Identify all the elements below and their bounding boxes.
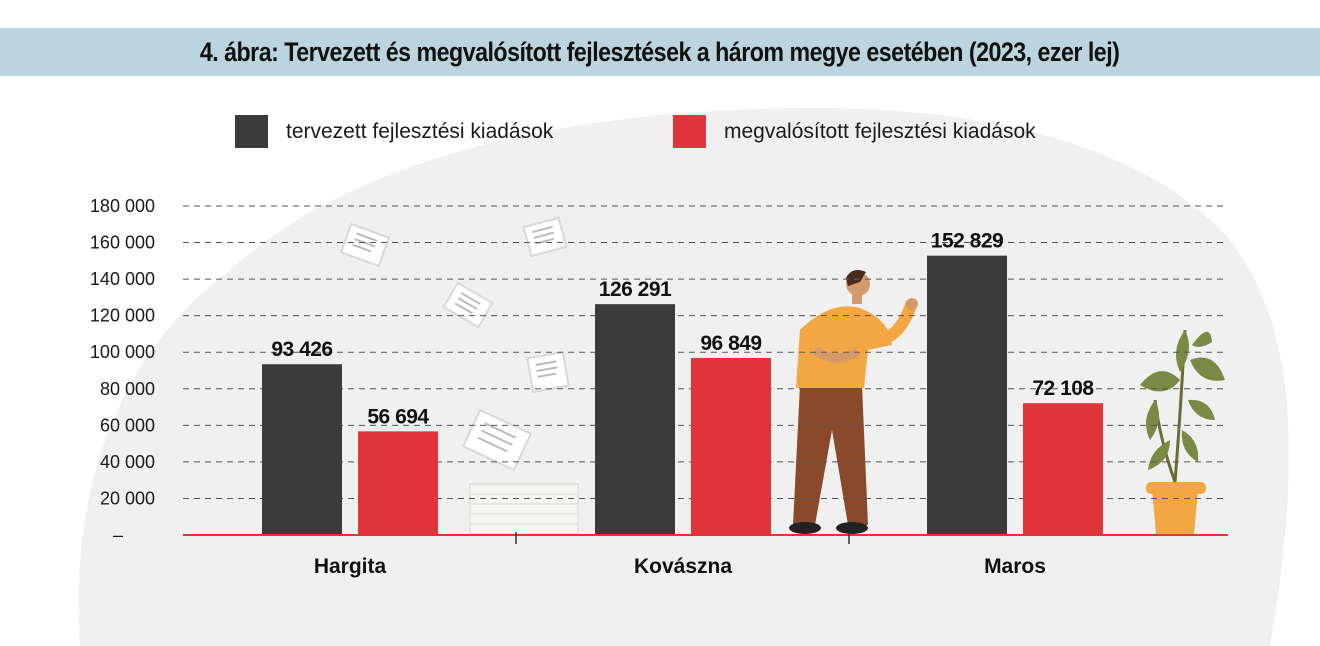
potted-plant-illustration — [1140, 329, 1225, 534]
bar-tervezett-kovászna — [595, 304, 675, 535]
data-label: 126 291 — [599, 278, 672, 301]
data-label: 56 694 — [367, 405, 429, 428]
y-tick-label: 160 000 — [90, 233, 155, 253]
data-label: 96 849 — [700, 332, 761, 355]
y-tick-label: 140 000 — [90, 269, 155, 289]
category-label: Hargita — [314, 555, 387, 578]
y-tick-label: 20 000 — [100, 488, 155, 508]
category-labels: Hargita Kovászna Maros — [314, 555, 1046, 578]
y-tick-label: 80 000 — [100, 379, 155, 399]
x-axis — [183, 532, 1228, 544]
bar-megvalositott-maros — [1023, 403, 1103, 535]
legend: tervezett fejlesztési kiadások megvalósít… — [235, 115, 1036, 148]
chart-title: 4. ábra: Tervezett és megvalósított fejl… — [200, 36, 1120, 67]
y-tick-label: 40 000 — [100, 452, 155, 472]
bar-megvalositott-kovászna — [691, 357, 771, 535]
y-tick-label: 180 000 — [90, 196, 155, 216]
title-band: 4. ábra: Tervezett és megvalósított fejl… — [0, 28, 1320, 76]
y-tick-label: 100 000 — [90, 342, 155, 362]
person-illustration — [789, 270, 918, 534]
data-label: 152 829 — [931, 230, 1003, 253]
legend-label: megvalósított fejlesztési kiadások — [724, 120, 1036, 143]
data-label: 72 108 — [1032, 377, 1094, 400]
legend-label: tervezett fejlesztési kiadások — [286, 120, 554, 143]
y-tick-label: – — [113, 525, 123, 545]
paper-stack-illustration — [469, 483, 579, 535]
value-labels: 93 426 126 291 152 829 56 694 96 849 72 108 — [271, 230, 1095, 429]
bar-tervezett-hargita — [262, 364, 342, 535]
bars — [262, 255, 1103, 536]
bar-tervezett-maros — [927, 255, 1007, 536]
data-label: 93 426 — [271, 338, 332, 361]
bar-megvalositott-hargita — [358, 431, 438, 535]
category-label: Maros — [984, 555, 1046, 578]
y-tick-label: 60 000 — [100, 415, 155, 435]
category-label: Kovászna — [634, 555, 732, 578]
legend-swatch — [673, 115, 706, 148]
y-axis-ticks: – 20 000 40 000 60 000 80 000 100 000 120 000 1… — [90, 196, 155, 545]
legend-swatch — [235, 115, 268, 148]
y-tick-label: 120 000 — [90, 306, 155, 326]
